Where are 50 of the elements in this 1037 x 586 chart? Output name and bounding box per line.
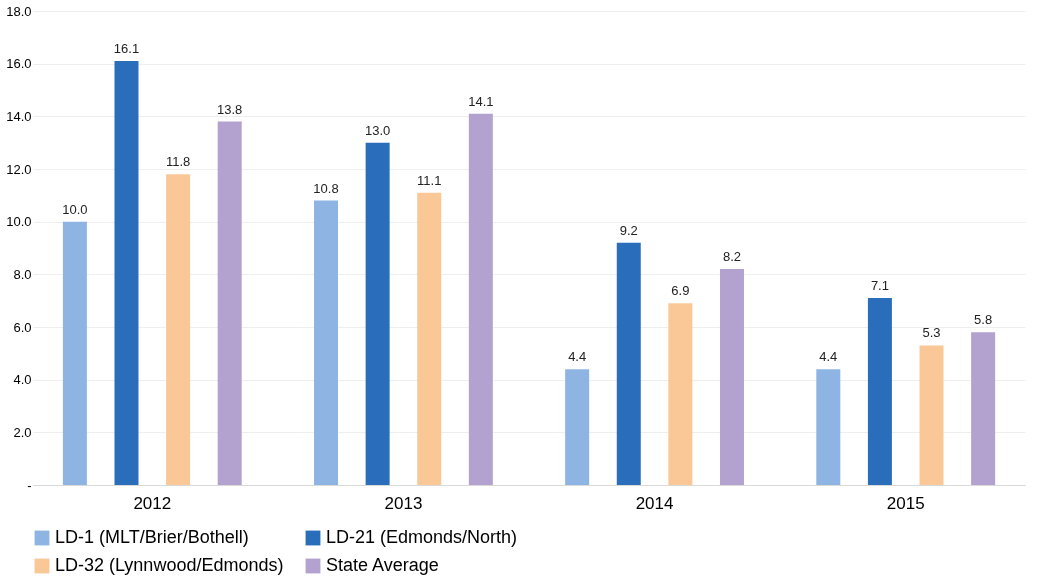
y-tick-label: 8.0 (13, 266, 32, 282)
y-tick-label: 18.0 (6, 3, 32, 19)
data-label: 10.0 (62, 201, 88, 217)
data-label: 5.8 (974, 312, 993, 328)
bar (616, 242, 641, 485)
bar (365, 142, 390, 485)
bar (62, 221, 87, 485)
y-tick-label: 10.0 (6, 214, 32, 230)
data-label: 11.8 (165, 154, 191, 170)
bar (217, 121, 242, 485)
bar (314, 200, 339, 485)
data-label: 6.9 (671, 283, 690, 299)
bar (565, 369, 590, 485)
data-label: 13.0 (364, 122, 391, 138)
y-tick-label: 4.0 (13, 372, 32, 388)
x-tick-label: 2015 (886, 493, 925, 513)
bar (114, 61, 139, 485)
data-label: 8.2 (722, 249, 742, 265)
legend-label: LD-32 (Lynnwood/Edmonds) (55, 555, 284, 575)
y-tick-label: 14.0 (6, 108, 32, 124)
x-tick-label: 2013 (384, 493, 423, 513)
data-label: 5.3 (922, 325, 941, 341)
bar (867, 298, 892, 485)
bar (919, 345, 944, 485)
data-label: 13.8 (217, 101, 243, 117)
y-tick-label: 12.0 (6, 161, 32, 177)
data-label: 16.1 (113, 41, 140, 57)
bar (166, 174, 191, 485)
bar (719, 269, 744, 485)
y-tick-label: 2.0 (13, 424, 32, 440)
data-label: 9.2 (619, 222, 638, 238)
data-label: 4.4 (819, 349, 838, 365)
legend-label: LD-21 (Edmonds/North) (326, 527, 518, 547)
x-tick-label: 2012 (133, 493, 172, 513)
bar (468, 113, 493, 485)
data-label: 14.1 (468, 93, 494, 109)
y-tick-label: 6.0 (13, 319, 32, 335)
y-tick-label: 16.0 (6, 56, 32, 72)
data-label: 10.8 (313, 180, 339, 196)
bar (417, 192, 442, 485)
legend-label: LD-1 (MLT/Brier/Bothell) (55, 527, 249, 547)
data-label: 11.1 (417, 172, 442, 188)
x-tick-label: 2014 (635, 493, 674, 513)
bar (816, 369, 841, 485)
legend-label: State Average (326, 555, 439, 575)
bar (668, 303, 693, 485)
data-label: 7.1 (870, 278, 889, 294)
y-tick-label: - (27, 477, 32, 493)
data-label: 4.4 (568, 349, 587, 365)
bar (971, 332, 996, 485)
